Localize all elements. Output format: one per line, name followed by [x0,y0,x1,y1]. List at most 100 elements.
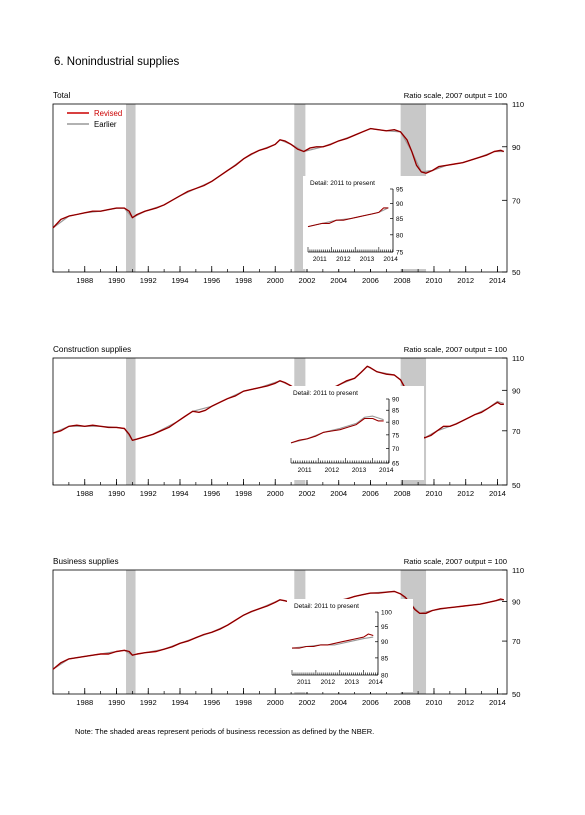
x-tick-label: 1988 [76,698,93,707]
x-tick-label: 2000 [267,276,284,285]
x-tick-label: 2010 [426,489,443,498]
panel-title: Total [53,91,70,100]
series-line-revised [52,365,504,441]
inset-y-tick-label: 100 [381,610,392,617]
inset-y-tick-label: 85 [396,216,404,223]
x-tick-label: 1988 [76,489,93,498]
y-tick-label: 110 [512,354,524,363]
x-tick-label: 1996 [203,276,220,285]
inset-y-tick-label: 65 [392,461,400,468]
x-tick-label: 1988 [76,276,93,285]
inset-series-overlap [292,633,374,649]
series-line-earlier [52,365,504,441]
x-tick-label: 1998 [235,489,252,498]
plot-frame [52,357,508,486]
y-tick-label: 90 [512,143,520,152]
scale-note: Ratio scale, 2007 output = 100 [404,345,507,354]
recession-band [126,104,136,272]
x-tick-label: 2000 [267,489,284,498]
x-tick-label: 1990 [108,698,125,707]
legend-label-earlier: Earlier [94,120,117,129]
inset-x-tick-label: 2012 [321,679,336,686]
legend-label-revised: Revised [94,109,122,118]
chart-panel-total: Total Ratio scale, 2007 output = 100 50 70 9… [52,91,524,285]
x-tick-label: 2008 [394,698,411,707]
chart-panel-construction-supplies: Construction supplies Ratio scale, 2007 o… [52,345,524,498]
y-tick-label: 70 [512,427,520,436]
x-tick-label: 2000 [267,698,284,707]
y-tick-label: 70 [512,637,520,646]
inset-x-tick-label: 2014 [379,467,394,474]
x-tick-label: 2014 [489,276,506,285]
inset-y-tick-label: 95 [381,624,389,631]
series-line-revised [52,127,505,229]
x-tick-label: 2012 [457,489,474,498]
series-line-earlier [52,128,504,229]
series-line-revised [52,590,504,670]
inset-background [287,599,413,692]
scale-note: Ratio scale, 2007 output = 100 [404,91,507,100]
x-tick-label: 2006 [362,698,379,707]
inset-x-tick-label: 2014 [368,679,383,686]
inset-x-tick-label: 2013 [360,256,375,263]
detail-inset: Detail: 2011 to present 75 80 85 90 95 2011 201… [303,176,428,269]
y-tick-label: 90 [512,386,520,395]
x-tick-label: 2010 [426,276,443,285]
x-tick-label: 1990 [108,489,125,498]
x-tick-label: 2004 [330,276,347,285]
x-tick-label: 1990 [108,276,125,285]
inset-y-tick-label: 85 [392,408,400,415]
x-tick-label: 2006 [362,276,379,285]
y-tick-label: 110 [512,566,524,575]
inset-background [286,386,424,480]
inset-x-tick-label: 2012 [336,256,351,263]
inset-x-tick-label: 2013 [344,679,359,686]
inset-y-tick-label: 80 [381,673,389,680]
x-tick-label: 2012 [457,276,474,285]
plot-frame [52,569,508,695]
inset-y-tick-label: 75 [392,432,400,439]
recession-band [126,570,136,694]
x-tick-label: 1992 [140,276,157,285]
x-tick-label: 2002 [299,489,316,498]
inset-x-tick-label: 2013 [352,467,367,474]
chart-panel-business-supplies: Business supplies Ratio scale, 2007 outpu… [52,557,524,707]
series-line-overlap [52,591,504,670]
x-tick-label: 2008 [394,489,411,498]
x-tick-label: 2014 [489,489,506,498]
y-tick-label: 50 [512,690,520,699]
x-tick-label: 2004 [330,489,347,498]
panel-title: Construction supplies [53,345,131,354]
inset-y-tick-label: 95 [396,187,404,194]
x-tick-label: 2004 [330,698,347,707]
series-line-earlier [52,590,504,670]
inset-series-overlap [307,207,389,227]
y-tick-label: 90 [512,598,520,607]
inset-x-tick-label: 2014 [383,256,398,263]
page-title: 6. Nonindustrial supplies [54,56,180,68]
series-line-overlap [52,128,504,229]
x-tick-label: 1998 [235,276,252,285]
inset-y-tick-label: 75 [396,250,404,257]
x-tick-label: 2002 [299,276,316,285]
x-tick-label: 2010 [426,698,443,707]
x-tick-label: 1996 [203,489,220,498]
inset-y-tick-label: 70 [392,446,400,453]
scale-note: Ratio scale, 2007 output = 100 [404,557,507,566]
inset-x-tick-label: 2011 [298,467,312,474]
y-tick-label: 50 [512,481,520,490]
inset-x-tick-label: 2011 [313,256,327,263]
recession-band [294,104,306,272]
y-tick-label: 110 [512,100,524,109]
x-tick-label: 2014 [489,698,506,707]
y-tick-label: 70 [512,196,520,205]
x-tick-label: 1994 [172,276,189,285]
x-tick-label: 1998 [235,698,252,707]
inset-y-tick-label: 80 [392,420,400,427]
x-tick-label: 1992 [140,698,157,707]
detail-inset: Detail: 2011 to present 80 85 90 95 100 2011 20… [287,599,413,692]
panel-title: Business supplies [53,557,119,566]
inset-title: Detail: 2011 to present [293,390,358,397]
footnote: Note: The shaded areas represent periods… [75,727,374,736]
